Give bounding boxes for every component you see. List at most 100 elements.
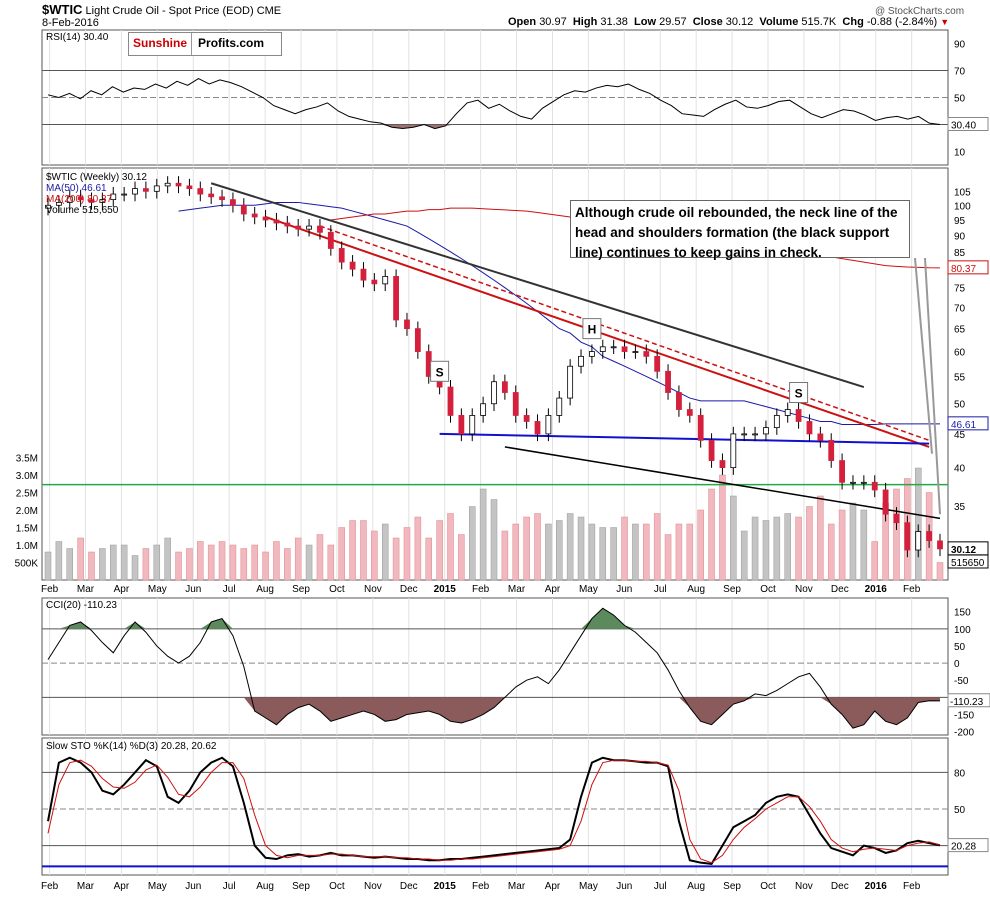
sto-last-value-box [947, 838, 989, 853]
volume-bar [88, 551, 95, 581]
volume-bar [599, 527, 607, 581]
candle-body [523, 415, 530, 422]
sto-title: Slow STO %K(14) %D(3) 20.28, 20.62 [46, 741, 217, 752]
candle-body [763, 427, 769, 435]
sto-tick-label: 80 [954, 768, 966, 779]
price-tick-label: 65 [954, 325, 966, 336]
volume-bar [893, 488, 900, 581]
volume-bar [490, 499, 498, 581]
volume-bar [120, 544, 128, 581]
volume-bar [240, 548, 248, 581]
rsi-tick-label: 90 [954, 40, 966, 51]
volume-bar [403, 527, 411, 581]
volume-axis-label: 1.5M [16, 524, 38, 535]
price-legend-item: MA(200) 80.37 [46, 194, 113, 205]
volume-last-box [947, 554, 989, 569]
volume-bar [447, 513, 454, 581]
logo-part2: Profits.com [192, 33, 269, 55]
sto-series-line [47, 756, 941, 865]
black-upper-resistance-line [210, 182, 865, 389]
candle-body [219, 196, 225, 201]
logo-part1: Sunshine [129, 33, 193, 55]
candle-body [262, 216, 269, 221]
volume-bar [142, 548, 150, 581]
volume-bar [730, 495, 737, 581]
bottom-x-axis-label: Jun [616, 881, 632, 892]
bottom-x-axis-label: Dec [831, 881, 849, 892]
candle-body [632, 351, 639, 353]
price-x-axis-label: Mar [77, 584, 95, 595]
bottom-x-axis-label: Feb [472, 881, 490, 892]
volume-bar [762, 520, 770, 581]
candle-body [240, 204, 247, 215]
volume-bar [218, 541, 226, 581]
callout-pointer [924, 257, 941, 515]
ma50-last: 46.61 [951, 420, 976, 431]
candle-body [208, 193, 215, 198]
volume-bar [556, 520, 563, 581]
volume-bar [131, 555, 139, 581]
cci-oversold-fill [48, 697, 940, 729]
volume-bar [740, 530, 748, 581]
candle-body [99, 199, 106, 203]
volume-bar [229, 544, 237, 581]
candle-body [360, 268, 367, 281]
cci-tick-label: 0 [954, 659, 960, 670]
down-arrow-icon: ▼ [940, 17, 950, 27]
candle-body [697, 415, 704, 441]
candle-body [904, 522, 911, 551]
volume-bar [806, 506, 813, 581]
volume-bar [773, 516, 781, 581]
sto-series-line [47, 759, 941, 864]
price-x-axis-label: Jul [223, 584, 236, 595]
price-x-axis-label: Feb [41, 584, 59, 595]
cci-tick-label: -200 [954, 728, 974, 739]
volume-bar [305, 544, 313, 581]
candle-body [850, 481, 856, 484]
volume-bar [838, 509, 846, 581]
volume-bar [664, 534, 672, 581]
cci-panel [41, 597, 949, 736]
candle-body [860, 481, 867, 484]
bottom-x-axis-label: Feb [903, 881, 921, 892]
rsi-line [47, 78, 941, 130]
candle-body [828, 439, 835, 461]
price-x-axis-label: Mar [508, 584, 526, 595]
price-x-axis-label: Feb [903, 584, 921, 595]
cci-last-value-box [947, 693, 990, 708]
rsi-title: RSI(14) 30.40 [46, 32, 109, 43]
volume-bar [207, 544, 215, 581]
candle-body [447, 386, 454, 416]
pattern-annotation-label: S [795, 387, 803, 401]
volume-bar [632, 523, 639, 581]
volume-bar [381, 523, 389, 581]
chg-value: -0.88 (-2.84%) [866, 16, 938, 28]
candle-body [512, 392, 519, 416]
close-last: 30.12 [951, 545, 976, 556]
bottom-x-axis-label: Apr [545, 881, 561, 892]
volume-bar [827, 523, 835, 581]
annotation-callout: Although crude oil rebounded, the neck l… [570, 200, 910, 260]
candle-body [251, 213, 258, 218]
ma200-last-box [947, 260, 989, 275]
bottom-x-axis-label: Oct [329, 881, 345, 892]
candle-body [621, 346, 628, 352]
volume-bar [653, 513, 661, 581]
candle-body [795, 409, 802, 422]
blue-neckline [439, 432, 930, 445]
price-legend-item: MA(50) 46.61 [46, 183, 107, 194]
bottom-x-axis-label: Apr [114, 881, 130, 892]
candle-body [88, 199, 95, 203]
cci-tick-label: 100 [954, 625, 971, 636]
volume-bar [414, 516, 422, 581]
volume-bar [99, 548, 106, 581]
volume-value: 515.7K [801, 16, 837, 28]
price-x-axis-label: Nov [795, 584, 813, 595]
volume-bar [77, 537, 84, 581]
bottom-x-axis-label: Jul [223, 881, 236, 892]
candle-body [186, 185, 193, 190]
candle-body [306, 225, 312, 230]
price-x-axis-label: Apr [114, 584, 130, 595]
candle-body [578, 355, 584, 367]
